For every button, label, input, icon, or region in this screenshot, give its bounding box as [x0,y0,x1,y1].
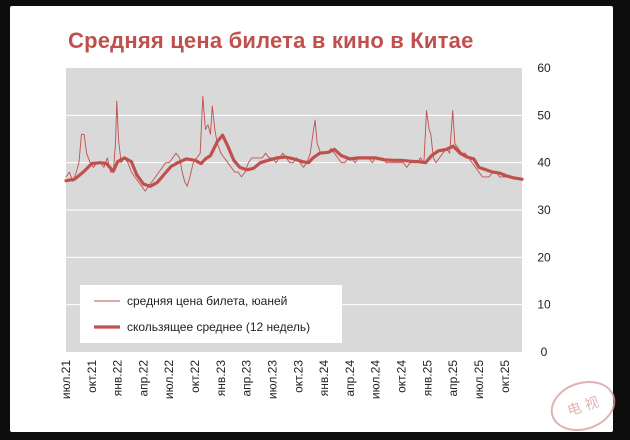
y-tick-label: 40 [537,156,551,170]
x-tick-label: июл.22 [162,360,176,399]
chart-title: Средняя цена билета в кино в Китае [68,28,474,53]
x-tick-label: апр.22 [136,360,150,397]
y-axis-ticks: 0 10 20 30 40 50 60 [537,61,551,359]
x-tick-label: апр.25 [446,360,460,397]
x-tick-label: янв.24 [317,360,331,397]
y-tick-label: 50 [537,108,551,122]
y-tick-label: 20 [537,250,551,264]
y-tick-label: 10 [537,298,551,312]
x-tick-label: апр.23 [240,360,254,397]
x-tick-label: янв.25 [420,360,434,397]
legend: средняя цена билета, юаней скользящее ср… [80,285,342,343]
x-tick-label: окт.24 [395,360,409,393]
x-tick-label: июл.25 [472,360,486,399]
y-tick-label: 60 [537,61,551,75]
x-tick-label: янв.22 [111,360,125,397]
legend-label-price: средняя цена билета, юаней [127,294,287,308]
x-tick-label: июл.21 [59,360,73,399]
x-tick-label: апр.24 [343,360,357,397]
x-tick-label: июл.23 [265,360,279,399]
legend-label-moving-average: скользящее среднее (12 недель) [127,320,310,334]
y-tick-label: 30 [537,203,551,217]
x-tick-label: янв.23 [214,360,228,397]
x-axis-ticks: июл.21 окт.21 янв.22 апр.22 июл.22 окт.22 янв.… [59,360,512,399]
x-tick-label: окт.25 [498,360,512,393]
gridlines [66,114,522,306]
legend-box [80,285,342,343]
x-tick-label: окт.23 [291,360,305,393]
x-tick-label: июл.24 [369,360,383,399]
y-tick-label: 0 [541,345,548,359]
series-line-moving-average [64,133,524,188]
x-tick-label: окт.21 [85,360,99,393]
series-group [64,95,524,192]
x-tick-label: окт.22 [188,360,202,393]
